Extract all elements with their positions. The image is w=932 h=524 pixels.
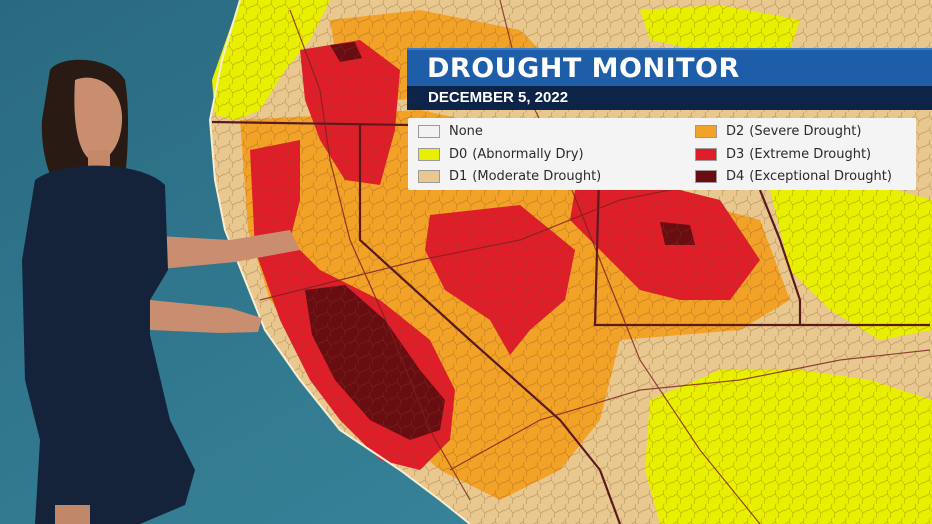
page-title: DROUGHT MONITOR <box>427 53 740 84</box>
legend-swatch-d0 <box>418 147 440 161</box>
legend-code: None <box>449 123 483 139</box>
legend-item-d2: D2 (Severe Drought) <box>695 122 861 140</box>
legend-item-d3: D3 (Extreme Drought) <box>695 145 871 163</box>
legend-code: D2 <box>726 123 745 139</box>
legend-swatch-d3 <box>695 147 717 161</box>
legend-swatch-none <box>418 124 440 138</box>
coastline <box>208 0 471 524</box>
legend-label: (Extreme Drought) <box>749 146 872 162</box>
legend-swatch-d1 <box>418 169 440 183</box>
legend-label: (Abnormally Dry) <box>472 146 584 162</box>
legend-code: D1 <box>449 168 468 184</box>
legend-item-d4: D4 (Exceptional Drought) <box>695 167 892 185</box>
date-bar: DECEMBER 5, 2022 <box>407 86 932 110</box>
legend-code: D4 <box>726 168 745 184</box>
legend-code: D3 <box>726 146 745 162</box>
date-label: DECEMBER 5, 2022 <box>428 89 569 106</box>
legend-label: (Exceptional Drought) <box>749 168 892 184</box>
legend-swatch-d4 <box>695 169 717 183</box>
drought-legend: None D0 (Abnormally Dry) D1 (Moderate Dr… <box>408 118 916 190</box>
legend-swatch-d2 <box>695 124 717 138</box>
title-bar: DROUGHT MONITOR <box>407 48 932 88</box>
legend-label: (Moderate Drought) <box>472 168 602 184</box>
legend-item-none: None <box>418 122 483 140</box>
legend-code: D0 <box>449 146 468 162</box>
legend-item-d1: D1 (Moderate Drought) <box>418 167 601 185</box>
legend-label: (Severe Drought) <box>749 123 862 139</box>
legend-item-d0: D0 (Abnormally Dry) <box>418 145 584 163</box>
presenter-figure <box>22 59 300 524</box>
